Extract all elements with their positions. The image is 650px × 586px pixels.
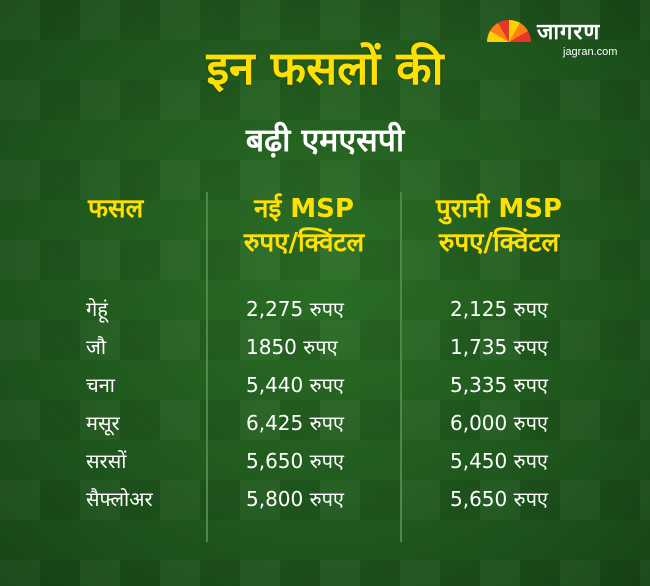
- old-msp-value: 5,650 रुपए: [450, 487, 548, 511]
- old-msp-value: 5,335 रुपए: [450, 373, 548, 397]
- header-new-msp-line2: रुपए/क्विंटल: [243, 228, 365, 258]
- jagran-logo: जागरण jagran.com: [487, 16, 632, 62]
- header-new-msp-line1: नई MSP: [254, 194, 354, 224]
- crop-name: गेहूं: [86, 297, 108, 321]
- sun-logo-icon: [487, 20, 531, 44]
- column-divider-2: [400, 192, 402, 542]
- crop-name: सरसों: [86, 449, 127, 473]
- header-old-msp-line2: रुपए/क्विंटल: [438, 228, 560, 258]
- crop-name: सैफ्लोअर: [86, 487, 153, 511]
- old-msp-value: 2,125 रुपए: [450, 297, 548, 321]
- old-msp-value: 5,450 रुपए: [450, 449, 548, 473]
- logo-url: jagran.com: [563, 46, 618, 58]
- new-msp-value: 5,650 रुपए: [246, 449, 344, 473]
- crop-name: मसूर: [86, 411, 120, 435]
- header-old-msp: पुरानी MSP रुपए/क्विंटल: [410, 192, 588, 260]
- header-new-msp: नई MSP रुपए/क्विंटल: [216, 192, 392, 260]
- crop-name: चना: [86, 373, 115, 397]
- new-msp-value: 1850 रुपए: [246, 335, 338, 359]
- old-msp-value: 6,000 रुपए: [450, 411, 548, 435]
- page-subtitle: बढ़ी एमएसपी: [245, 121, 405, 159]
- old-msp-value: 1,735 रुपए: [450, 335, 548, 359]
- column-divider-1: [206, 192, 208, 542]
- new-msp-value: 5,800 रुपए: [246, 487, 344, 511]
- logo-brand: जागरण: [537, 20, 601, 45]
- header-old-msp-line1: पुरानी MSP: [435, 194, 562, 224]
- new-msp-value: 5,440 रुपए: [246, 373, 344, 397]
- new-msp-value: 6,425 रुपए: [246, 411, 344, 435]
- header-crop: फसल: [88, 192, 198, 226]
- new-msp-value: 2,275 रुपए: [246, 297, 344, 321]
- page-title: इन फसलों की: [206, 41, 444, 95]
- header-crop-label: फसल: [88, 194, 144, 224]
- crop-name: जौ: [86, 335, 107, 359]
